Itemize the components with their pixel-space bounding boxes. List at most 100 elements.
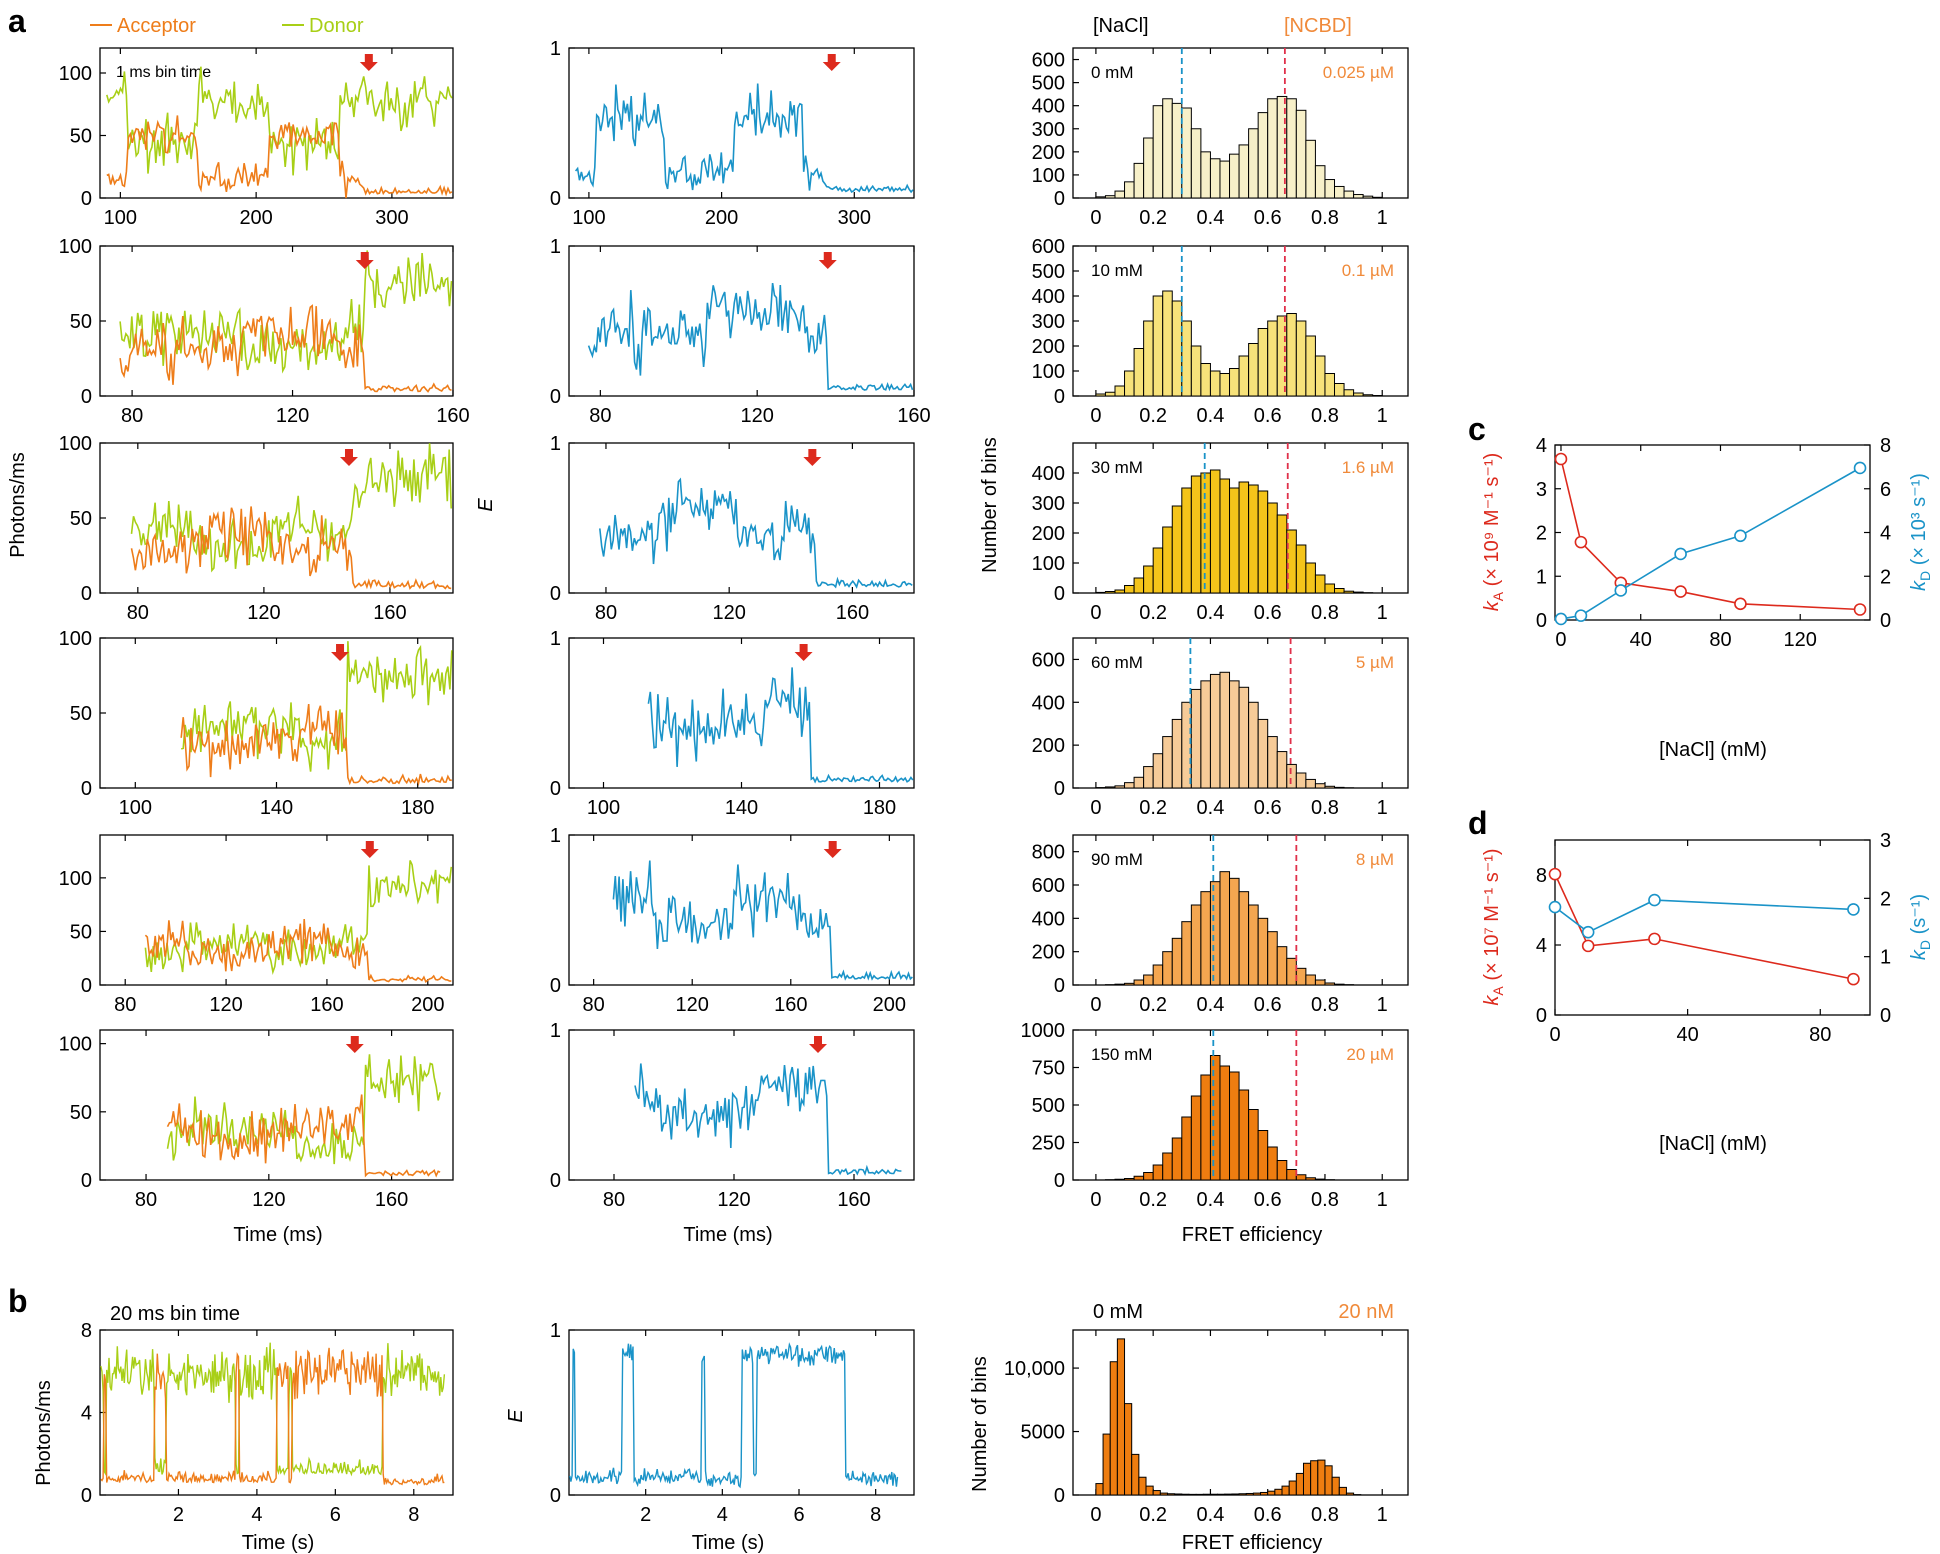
histogram-bar	[1143, 974, 1154, 986]
acceptor-trace	[180, 704, 452, 786]
y-tick-label: 0	[1054, 188, 1065, 210]
x-tick-label: 120	[717, 1189, 750, 1211]
b-hist-nacl: 0 mM	[1093, 1301, 1143, 1323]
histogram-bar	[1267, 320, 1278, 397]
y-tick-label: 4	[81, 1403, 92, 1425]
x-tick-label: 8	[870, 1504, 881, 1526]
x-tick-label: 200	[411, 994, 444, 1016]
photon-axes	[99, 47, 454, 199]
histogram-bar	[1314, 574, 1326, 594]
photon-axes	[99, 1029, 454, 1181]
histogram-bar	[1171, 300, 1183, 397]
bleach-arrow	[345, 1036, 364, 1053]
donor-trace	[144, 860, 453, 975]
histogram-bar	[1229, 877, 1240, 986]
x-tick-label: 200	[239, 207, 272, 229]
histogram-bar	[1238, 891, 1250, 986]
point-kD	[1734, 529, 1747, 543]
bleach-arrow	[809, 1036, 827, 1053]
bleach-arrow	[360, 841, 379, 858]
histogram-bar	[1267, 1146, 1278, 1181]
x-tick-label: 80	[1809, 1024, 1831, 1046]
x-tick-label: 6	[330, 1504, 341, 1526]
point-kD	[1554, 612, 1568, 626]
histogram-bar	[1171, 1137, 1183, 1181]
acceptor-trace	[119, 304, 452, 393]
histogram-bar	[1314, 783, 1326, 789]
x-tick-label: 160	[836, 602, 869, 624]
histogram-bar	[1162, 290, 1173, 397]
x-tick-label: 0.2	[1139, 207, 1167, 229]
y-tick-label: 300	[1032, 119, 1065, 141]
histogram-bar	[1305, 562, 1316, 594]
point-kD	[1853, 461, 1867, 475]
x-tick-label: 0.4	[1197, 405, 1225, 427]
histogram-bar	[1314, 979, 1326, 986]
histogram-bar	[1248, 343, 1259, 397]
hist-nacl-label: 0 mM	[1091, 63, 1134, 82]
histogram-bar	[1162, 98, 1173, 199]
b-histogram-bar	[1124, 1403, 1133, 1496]
b-histogram-bar	[1324, 1465, 1333, 1496]
bleach-arrow	[818, 252, 837, 269]
b-fret-axes	[568, 1329, 915, 1496]
y-tick-label: 0	[550, 778, 561, 800]
histogram-bar	[1124, 982, 1135, 986]
y-tick-label: 0	[1054, 1485, 1065, 1507]
b-histogram-bar	[1188, 1493, 1197, 1496]
hist-ncbd-label: 0.025 µM	[1323, 63, 1394, 82]
histogram-bar	[1353, 194, 1364, 199]
histogram-bar	[1200, 472, 1211, 594]
x-tick-label: 80	[135, 1189, 157, 1211]
histogram-bar	[1343, 389, 1355, 397]
histogram-bar	[1334, 983, 1345, 986]
y-tick-label: 6	[1880, 479, 1891, 501]
y-tick-label: 5000	[1021, 1422, 1066, 1444]
point-kA	[1581, 939, 1595, 953]
histogram-bar	[1209, 881, 1221, 986]
histogram-bar	[1286, 98, 1297, 199]
histogram-bar	[1334, 185, 1345, 199]
bleach-arrow	[822, 54, 841, 71]
x-tick-label: 1	[1377, 994, 1388, 1016]
x-tick-label: 120	[676, 994, 709, 1016]
trace-row-5: 80 120 160 200 0 50 100 80 120 160 200 0 1 0 0.2 0.4 0.6…	[59, 825, 1409, 1016]
histogram-bar	[1162, 526, 1173, 594]
x-tick-label: 0	[1090, 405, 1101, 427]
hist-ncbd-label: 1.6 µM	[1342, 458, 1394, 477]
fret-trace	[612, 860, 913, 981]
bleach-arrow	[331, 644, 350, 661]
histogram-bar	[1114, 190, 1126, 199]
y-tick-label: 8	[1536, 865, 1547, 887]
x-tick-label: 40	[1677, 1024, 1699, 1046]
histogram-bar	[1152, 105, 1164, 199]
x-tick-label: 0	[1090, 1504, 1101, 1526]
legend: Acceptor Donor	[90, 15, 364, 37]
dual-axis-label: kD (s⁻¹)	[1908, 894, 1933, 960]
histogram-bar	[1143, 565, 1154, 594]
histogram-bar	[1171, 937, 1183, 986]
histogram-bar	[1152, 547, 1164, 594]
point-kA	[1847, 972, 1860, 986]
bleach-arrow	[359, 54, 378, 71]
histogram-bar	[1095, 196, 1106, 199]
x-tick-label: 160	[436, 405, 469, 427]
hist-ylabel: Number of bins	[979, 437, 1001, 573]
x-tick-label: 0.4	[1197, 207, 1225, 229]
b-histogram-bar	[1295, 1472, 1304, 1496]
histogram-bar	[1152, 295, 1164, 397]
histogram-bar	[1295, 967, 1307, 986]
trace-row-4: 100 140 180 0 50 100 100 140 180 0 1 0 0.2 0.4 0.6 0.8 1…	[59, 628, 1409, 819]
y-tick-label: 100	[59, 63, 92, 85]
histogram-bar	[1314, 1178, 1326, 1181]
histogram-bar	[1324, 785, 1336, 789]
histogram-bar	[1267, 502, 1278, 594]
histogram-bar	[1190, 345, 1202, 397]
x-tick-label: 0.8	[1311, 207, 1339, 229]
y-tick-label: 0	[550, 583, 561, 605]
histogram-bar	[1295, 544, 1307, 594]
point-kA	[1734, 597, 1747, 611]
histogram-bar	[1219, 373, 1231, 397]
nacl-header: [NaCl]	[1093, 15, 1149, 37]
